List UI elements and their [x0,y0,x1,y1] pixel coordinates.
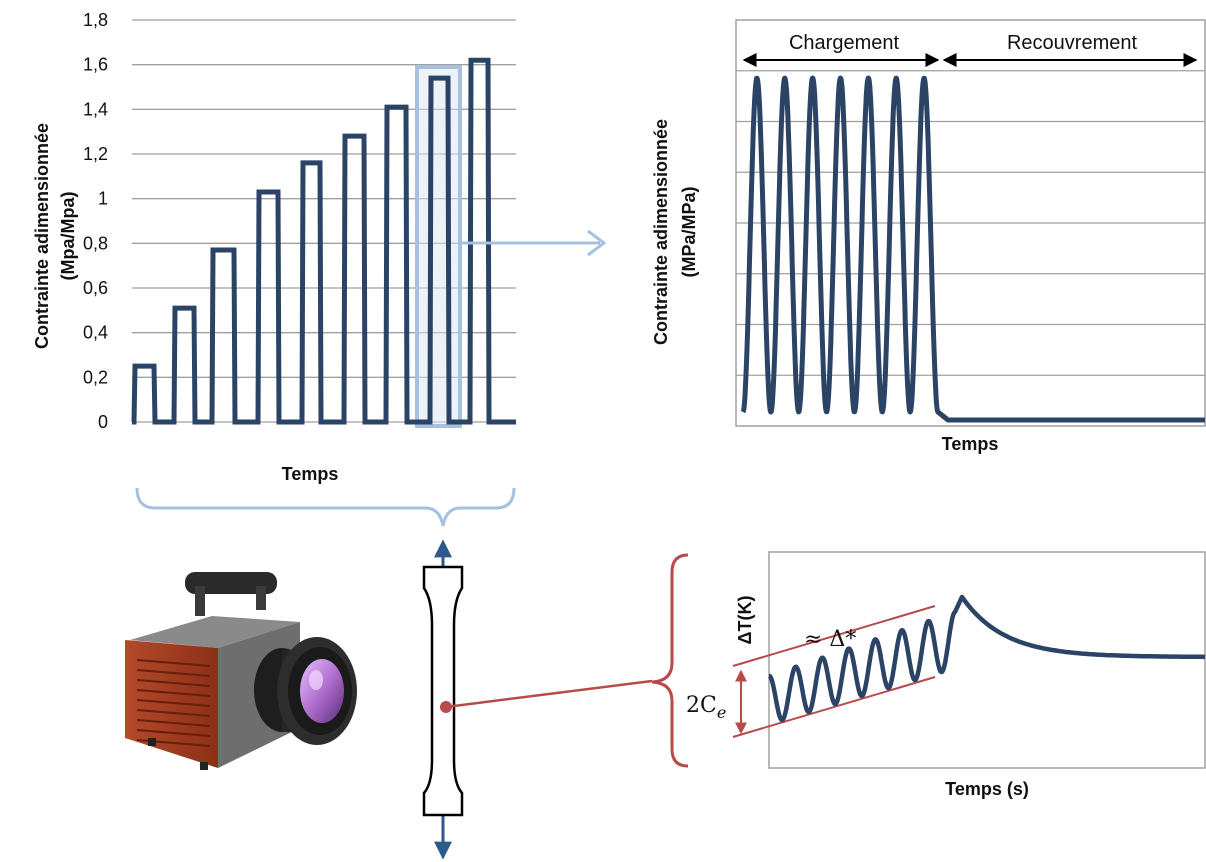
chart1-y-tick-label: 0,4 [83,323,108,343]
stepped-loading-signal [131,57,516,425]
thermal-camera-icon [125,572,357,770]
chart3-ylabel: ΔT(K) [735,596,755,645]
chart2-xlabel: Temps [942,434,999,454]
chart1-y-tick-label: 1,8 [83,10,108,30]
chart1-brace [135,487,516,527]
chart1-ylabel: Contrainte adimensionnée [32,123,52,349]
chart1-xlabel: Temps [282,464,339,484]
highlighted-block-box [415,65,462,428]
amplitude-label: 2Ce [686,693,726,722]
chart2-ylabel-unit: (MPa/MPa) [679,186,699,277]
chart1-y-tick-label: 0,6 [83,278,108,298]
chart1-y-tick-label: 0,8 [83,233,108,253]
chart2-ylabel: Contrainte adimensionnée [651,119,671,345]
envelope-upper [732,605,936,667]
chart3-plot-frame [768,551,1206,769]
chart1-y-ticks: 0 0,2 0,4 0,6 0,8 1 1,2 1,4 1,6 1,8 [83,10,108,432]
chart1-y-tick-label: 0,2 [83,367,108,387]
amplitude-label-main: 2C [686,693,717,718]
chart1-y-tick-label: 1,6 [83,55,108,75]
measurement-link [445,679,653,709]
envelope-lower [732,676,936,738]
temperature-signal [767,594,1206,723]
specimen-icon [422,539,653,860]
chart1-y-tick-label: 1 [98,189,108,209]
chart2-plot-frame [735,19,1206,427]
cyclic-block-chart: Chargement Recouvrement Contrainte adime… [651,19,1206,454]
stepped-loading-chart: 0 0,2 0,4 0,6 0,8 1 1,2 1,4 1,6 1,8 Contrainte ad… [32,10,516,484]
temperature-brace [651,553,689,768]
chart1-y-tick-label: 0 [98,412,108,432]
dogbone-specimen [422,565,464,817]
zoom-arrow [460,229,607,257]
amplitude-label-sub: e [717,703,726,722]
cyclic-block-signal [740,75,1205,423]
temperature-response-chart: 2Ce ≈ Δ* ΔT(K) Temps (s) [686,551,1206,799]
delta-star-label: ≈ Δ* [804,627,856,652]
chart3-xlabel: Temps (s) [945,779,1029,799]
chart1-y-tick-label: 1,2 [83,144,108,164]
phase-chargement-label: Chargement [789,32,900,54]
phase-recouvrement-label: Recouvrement [1007,32,1138,54]
chart1-y-tick-label: 1,4 [83,99,108,119]
chart1-ylabel-unit: (Mpa/Mpa) [58,192,78,281]
